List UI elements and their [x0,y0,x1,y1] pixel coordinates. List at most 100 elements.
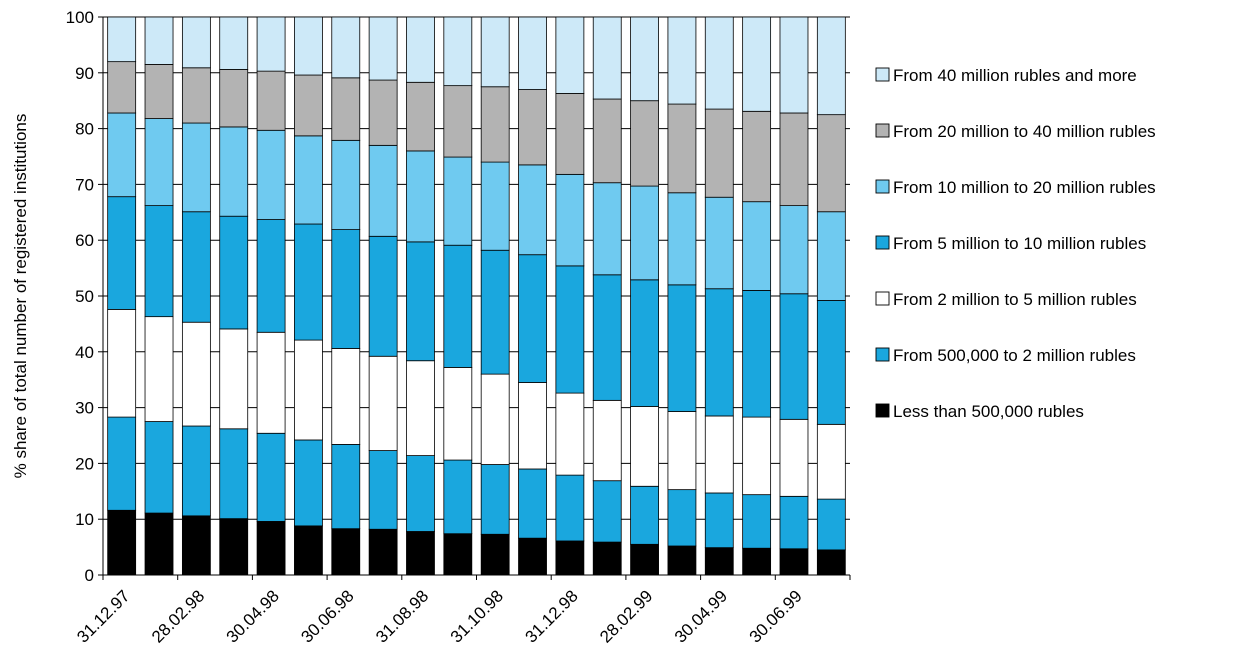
bar-segment [368,528,398,576]
bar-segment [742,290,772,418]
y-tick-label: 10 [75,510,94,529]
legend-swatch [875,123,890,138]
bar-segment [443,459,473,535]
bar-segment [368,235,398,357]
bar-segment [144,421,174,514]
bar-segment [331,444,361,530]
bar-segment [406,360,435,456]
bar-segment [256,16,286,72]
bar-segment [518,164,547,256]
bar-segment [555,540,585,576]
bar-segment [779,112,809,207]
bar-segment [592,98,622,184]
bar-segment [368,450,398,530]
bar-segment [630,279,659,407]
bar-segment [331,77,361,141]
y-tick-label: 30 [75,399,94,418]
bar-segment [443,156,473,246]
bar-segment [667,284,697,412]
bar-segment [667,545,697,576]
bar-segment [294,525,323,576]
bar-segment [630,485,659,545]
bar-segment [667,16,697,105]
bar-segment [667,103,697,194]
bar-segment [667,489,697,547]
bar-segment [816,114,846,213]
bar-segment [144,316,174,422]
bar-segment [331,348,361,445]
y-tick-label: 50 [75,287,94,306]
x-tick-label: 31.10.98 [447,586,507,646]
bar-segment [704,288,734,417]
bar-segment [518,537,547,576]
bar-segment [742,110,772,203]
bar-segment [181,425,211,517]
bar-segment [406,16,435,83]
bar-segment [368,144,398,237]
legend-label: From 2 million to 5 million rubles [893,290,1137,309]
bar-segment [256,331,286,434]
bar-segment [107,509,137,576]
bar-segment [779,205,809,295]
x-tick-label: 31.08.98 [372,586,432,646]
y-tick-label: 100 [66,8,94,27]
bar-segment [630,100,659,187]
bar-segment [555,392,585,476]
legend-swatch [875,235,890,250]
legend: From 40 million rubles and more From 20 m… [875,66,1156,421]
bar-segment [107,196,137,310]
bar-segment [742,16,772,112]
bar-segment [181,16,211,69]
bar-segment [256,432,286,522]
bar-segment [592,16,622,100]
bar-segment [480,249,510,375]
y-tick-label: 70 [75,175,94,194]
x-tick-label: 30.04.98 [223,586,283,646]
bar-segment [742,547,772,576]
y-tick-label: 80 [75,120,94,139]
bar-segment [219,428,249,520]
legend-swatch [875,67,890,82]
bar-segment [219,16,249,70]
y-tick-labels: 0 10 20 30 40 50 60 70 80 90 100 [66,8,94,585]
bar-segment [144,16,174,65]
bar-segment [406,455,435,532]
bar-segment [704,16,734,110]
bar-segment [816,423,846,500]
bar-segment [630,543,659,576]
bar-segment [779,418,809,497]
bar-segment [219,215,249,330]
bar-segment [256,70,286,131]
bar-segment [256,521,286,576]
legend-label: From 20 million to 40 million rubles [893,122,1156,141]
bar-segment [480,533,510,576]
bar-segment [406,531,435,576]
bar-segment [331,139,361,231]
y-tick-label: 40 [75,343,94,362]
bar-segment [704,492,734,549]
y-axis-title: % share of total number of registered in… [11,114,30,479]
bar-segment [294,439,323,527]
bar-segment [667,192,697,286]
legend-swatch [875,403,890,418]
bar-segment [480,161,510,251]
bar-segment [630,185,659,281]
bars [107,16,846,576]
bar-segment [592,541,622,576]
bar-segment [368,355,398,451]
legend-label: From 10 million to 20 million rubles [893,178,1156,197]
bar-segment [294,16,323,76]
bar-segment [518,254,547,383]
y-tick-label: 0 [85,566,94,585]
bar-segment [294,339,323,441]
legend-swatch [875,347,890,362]
bar-segment [107,61,137,114]
y-tick-label: 60 [75,231,94,250]
legend-label: Less than 500,000 rubles [893,402,1084,421]
bar-segment [443,367,473,461]
bar-segment [406,81,435,152]
bar-segment [704,196,734,290]
bar-segment [518,468,547,539]
bar-segment [443,16,473,87]
legend-label: From 40 million rubles and more [893,66,1137,85]
